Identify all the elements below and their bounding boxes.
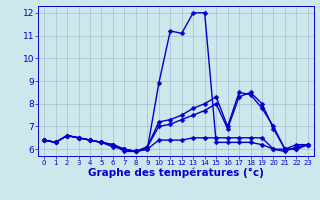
X-axis label: Graphe des températures (°c): Graphe des températures (°c) (88, 168, 264, 178)
